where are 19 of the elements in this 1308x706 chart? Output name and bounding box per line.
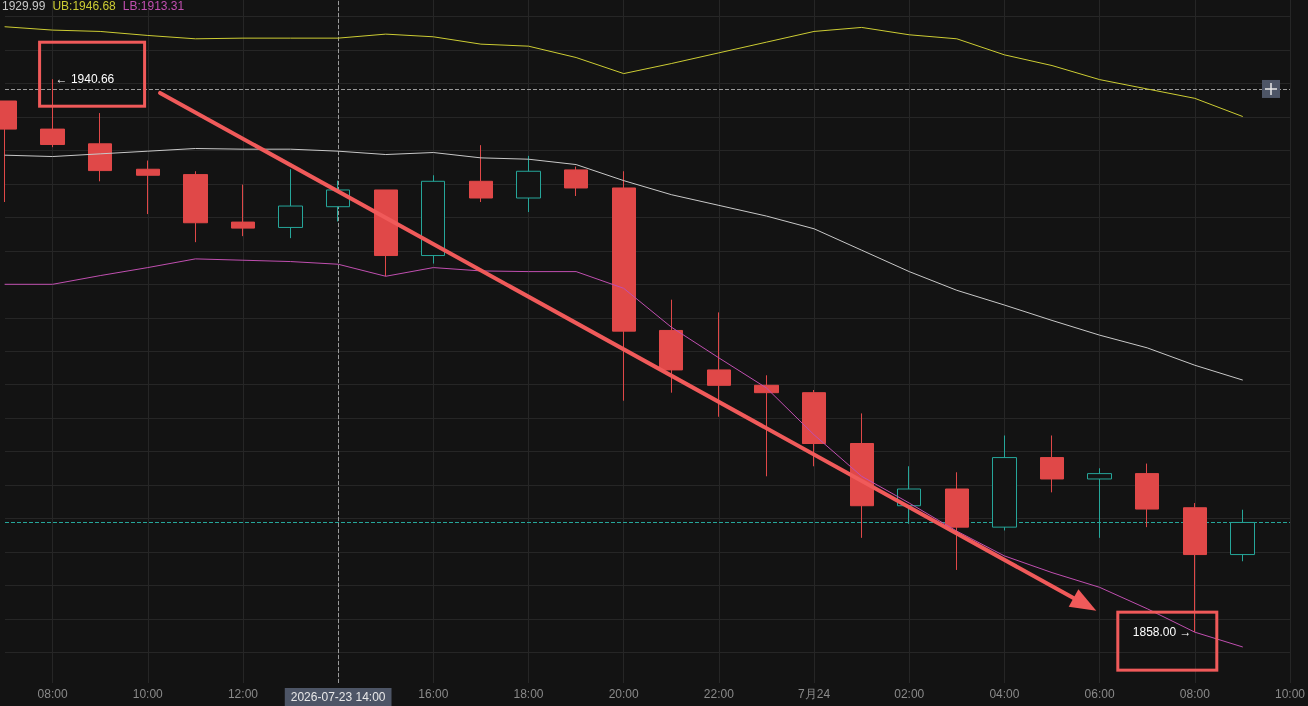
- x-tick-label: 10:00: [132, 687, 164, 701]
- x-tick-label: 06:00: [1084, 687, 1115, 701]
- annotation: 1858.00 →: [1132, 625, 1192, 640]
- annotation: 1929.99: [2, 0, 46, 13]
- x-tick-label: 04:00: [989, 687, 1020, 701]
- x-tick-label: 02:00: [894, 687, 925, 701]
- x-tick-label: 20:00: [608, 687, 640, 701]
- x-tick-label: 08:00: [37, 687, 68, 701]
- x-tick-label: 22:00: [703, 687, 735, 701]
- x-tick-label: 16:00: [418, 687, 449, 701]
- x-tick-label: 10:00: [1274, 687, 1306, 701]
- x-tick-label: 08:00: [1179, 687, 1211, 701]
- annotation: UB:1946.68: [52, 0, 116, 13]
- annotation: ← 1940.66: [55, 72, 115, 87]
- x-tick-label: 12:00: [227, 687, 259, 701]
- x-tick-label: 7月24: [798, 687, 831, 701]
- x-tick-label: 2026-07-23 14:00: [290, 690, 386, 704]
- annotation: LB:1913.31: [122, 0, 185, 13]
- x-tick-label: 18:00: [513, 687, 544, 701]
